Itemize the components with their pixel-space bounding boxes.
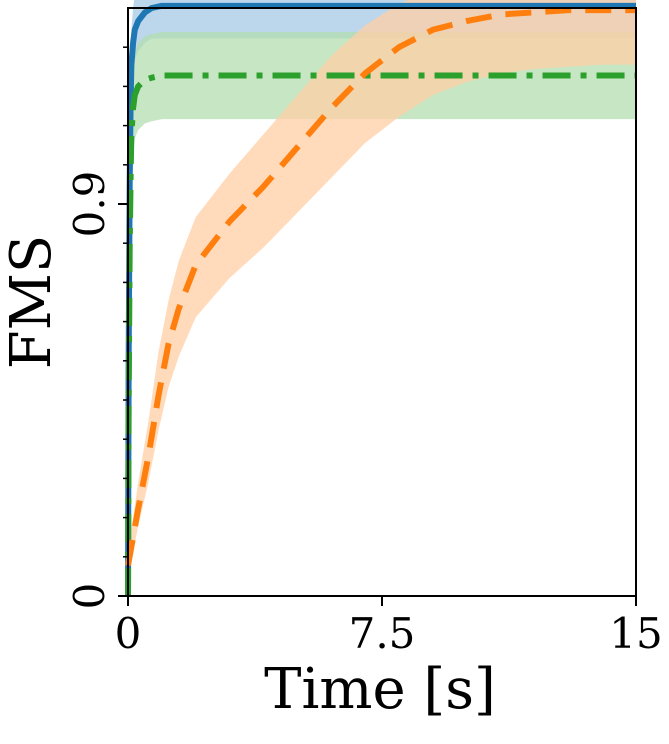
tick-labels: 0 7.5 15 0 0.9	[65, 171, 663, 658]
band-series-2	[128, 31, 636, 596]
x-tick-label-1: 0	[115, 609, 142, 658]
line-series-2	[125, 72, 636, 597]
axis-ticks	[118, 46, 637, 606]
band-series-3	[128, 0, 636, 579]
x-axis-label: Time [s]	[264, 657, 496, 722]
y-axis-label: FMS	[0, 235, 64, 370]
line-series-3	[125, 7, 636, 567]
x-tick-label-2: 7.5	[349, 609, 416, 658]
y-tick-label-2: 0.9	[65, 171, 114, 238]
x-tick-label-3: 15	[609, 609, 662, 658]
series-lines	[125, 2, 636, 597]
y-tick-label-1: 0	[65, 583, 114, 610]
confidence-bands	[128, 0, 636, 596]
